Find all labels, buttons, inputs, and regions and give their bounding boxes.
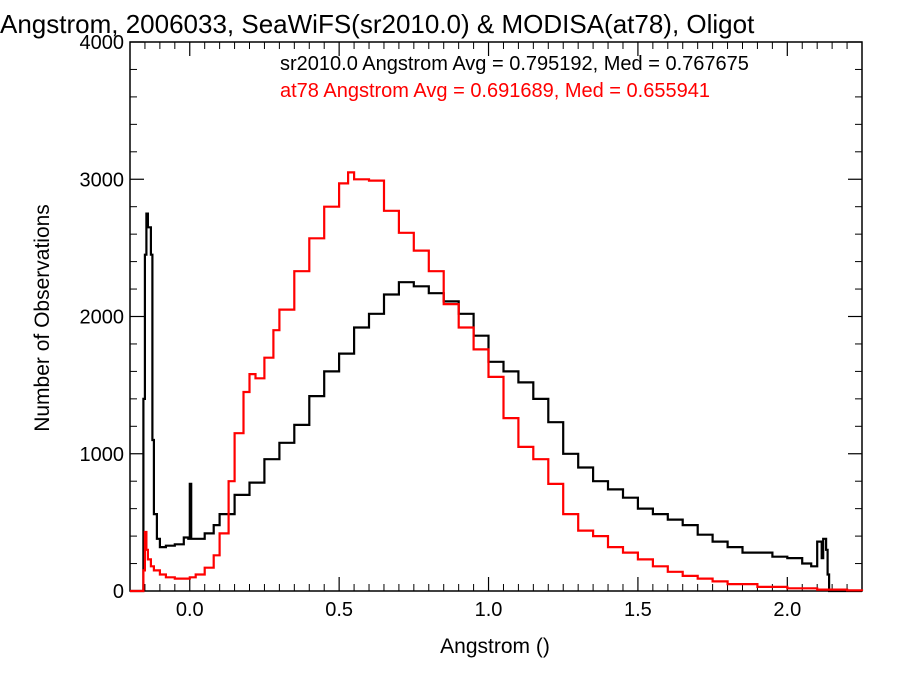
series-group [130,171,864,593]
series-line-sr20100 [130,212,862,593]
series-line-at78 [130,171,864,593]
x-tick-label: 0.5 [325,599,353,621]
y-axis-label: Number of Observations [31,204,54,432]
y-tick-label: 4000 [80,32,125,54]
labels-group: Angstrom, 2006033, SeaWiFS(sr2010.0) & M… [0,9,755,658]
plot-frame-group [129,41,863,592]
y-tick-label: 0 [113,581,124,603]
plot-frame [129,41,863,592]
x-tick-label: 1.0 [475,599,503,621]
x-tick-label: 1.5 [624,599,652,621]
x-tick-label: 2.0 [773,599,801,621]
y-tick-label: 3000 [80,169,125,191]
legend-entry-sr2010: sr2010.0 Angstrom Avg = 0.795192, Med = … [280,53,749,75]
chart-title: Angstrom, 2006033, SeaWiFS(sr2010.0) & M… [0,9,755,39]
x-axis-label: Angstrom () [440,635,550,658]
y-tick-label: 2000 [80,307,125,329]
ticks-group: 0.0 0.5 1.0 1.5 2.0 0 1000 2000 3000 4000 [80,32,863,621]
x-tick-label: 0.0 [176,599,204,621]
legend-entry-at78: at78 Angstrom Avg = 0.691689, Med = 0.65… [280,80,710,102]
y-tick-label: 1000 [80,444,125,466]
